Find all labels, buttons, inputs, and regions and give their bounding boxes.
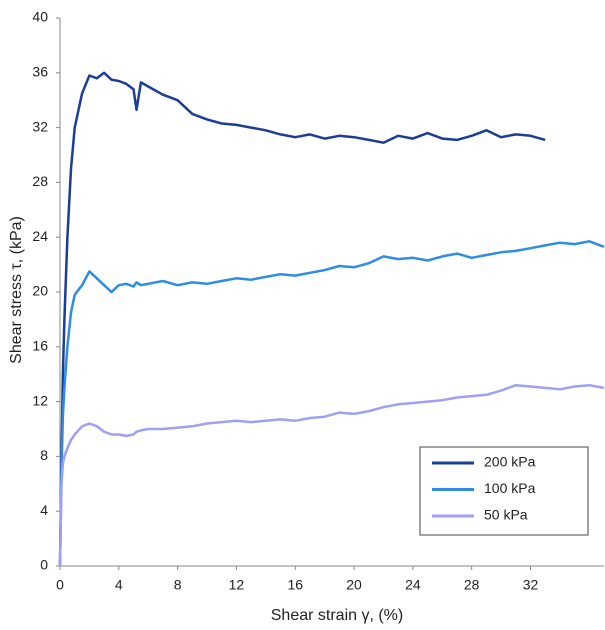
x-tick-label: 32 <box>523 577 539 593</box>
legend-label: 200 kPa <box>484 454 536 470</box>
series-line <box>58 383 605 567</box>
series-line <box>58 240 605 567</box>
x-tick-label: 0 <box>56 577 64 593</box>
y-tick-label: 28 <box>32 173 48 189</box>
series-line <box>58 71 546 567</box>
x-tick-label: 24 <box>405 577 421 593</box>
y-tick-label: 32 <box>32 118 48 134</box>
y-tick-label: 0 <box>40 557 48 573</box>
y-tick-label: 8 <box>40 447 48 463</box>
y-tick-label: 12 <box>32 392 48 408</box>
x-axis-title: Shear strain γ, (%) <box>271 607 403 624</box>
y-tick-label: 4 <box>40 502 48 518</box>
y-tick-label: 16 <box>32 338 48 354</box>
y-axis-title: Shear stress τ, (kPa) <box>8 216 25 364</box>
x-tick-label: 4 <box>115 577 123 593</box>
x-tick-label: 20 <box>346 577 362 593</box>
y-tick-label: 24 <box>32 228 48 244</box>
y-tick-label: 20 <box>32 283 48 299</box>
y-tick-label: 36 <box>32 64 48 80</box>
x-tick-label: 16 <box>287 577 303 593</box>
legend-label: 50 kPa <box>484 507 528 523</box>
y-tick-label: 40 <box>32 9 48 25</box>
legend-label: 100 kPa <box>484 480 536 496</box>
x-tick-label: 12 <box>229 577 245 593</box>
x-tick-label: 28 <box>464 577 480 593</box>
x-tick-label: 8 <box>174 577 182 593</box>
